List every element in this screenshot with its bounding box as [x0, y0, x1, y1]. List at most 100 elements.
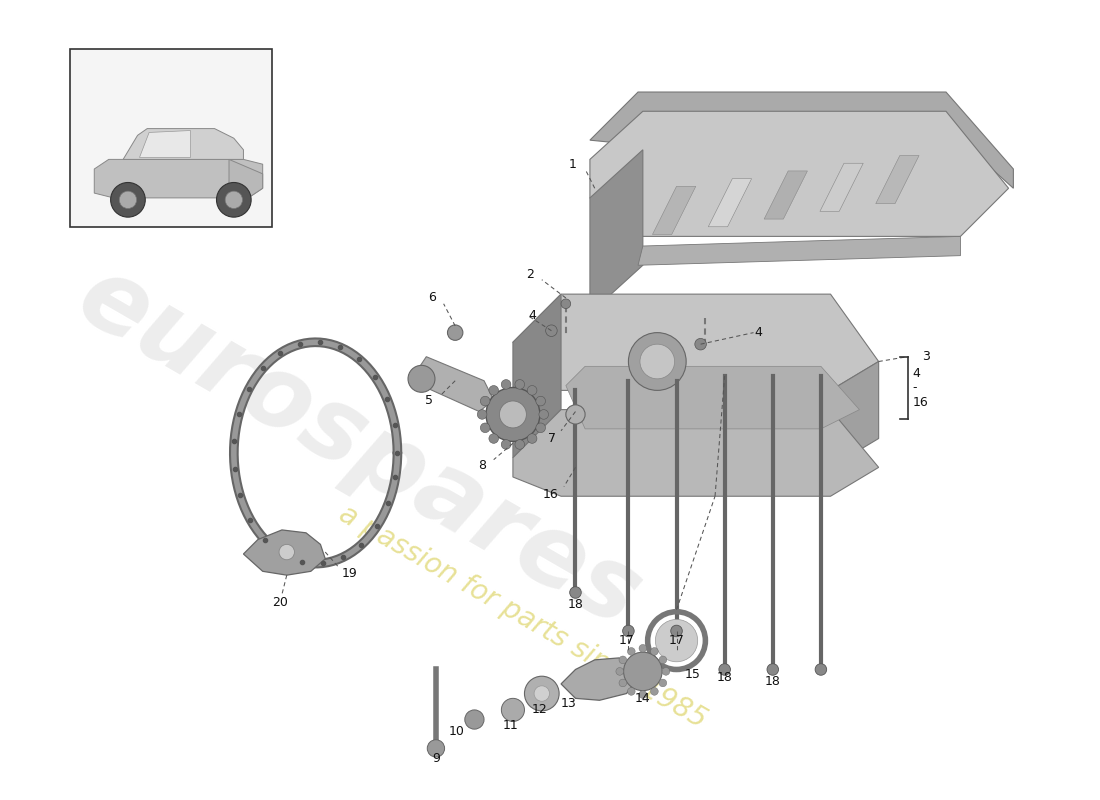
Circle shape — [502, 698, 525, 722]
Circle shape — [619, 656, 627, 664]
Text: -: - — [912, 382, 916, 394]
Polygon shape — [513, 294, 561, 458]
Circle shape — [502, 379, 510, 390]
Polygon shape — [417, 357, 494, 411]
Circle shape — [659, 656, 667, 664]
Circle shape — [650, 687, 658, 695]
Circle shape — [119, 191, 136, 209]
Circle shape — [477, 410, 487, 419]
Text: eurospares: eurospares — [60, 248, 657, 648]
Circle shape — [448, 325, 463, 340]
Polygon shape — [590, 111, 1009, 236]
Polygon shape — [123, 129, 243, 159]
Text: 4: 4 — [755, 326, 762, 339]
Polygon shape — [565, 366, 859, 429]
Circle shape — [527, 434, 537, 443]
Polygon shape — [95, 159, 263, 198]
Polygon shape — [590, 92, 1013, 188]
Text: 4: 4 — [912, 367, 921, 380]
Circle shape — [481, 423, 490, 433]
Text: 14: 14 — [635, 692, 651, 705]
Text: 20: 20 — [272, 596, 288, 609]
Circle shape — [628, 333, 686, 390]
Text: 5: 5 — [425, 394, 433, 406]
Polygon shape — [243, 530, 326, 575]
Circle shape — [695, 338, 706, 350]
Polygon shape — [764, 171, 807, 219]
Circle shape — [408, 366, 435, 392]
Text: 12: 12 — [532, 703, 548, 717]
Circle shape — [639, 690, 647, 698]
Polygon shape — [140, 130, 190, 158]
Text: 19: 19 — [341, 566, 358, 580]
Polygon shape — [708, 178, 751, 226]
Text: 4: 4 — [528, 309, 536, 322]
Text: 15: 15 — [684, 668, 700, 681]
Circle shape — [486, 387, 540, 442]
Text: 8: 8 — [478, 459, 486, 472]
Polygon shape — [590, 150, 642, 314]
Circle shape — [623, 626, 635, 637]
Circle shape — [671, 626, 682, 637]
Text: 3: 3 — [922, 350, 930, 363]
Polygon shape — [638, 236, 960, 266]
Circle shape — [656, 619, 697, 662]
Text: 2: 2 — [526, 268, 535, 282]
Text: 17: 17 — [669, 634, 684, 647]
Text: 11: 11 — [503, 718, 519, 732]
Circle shape — [539, 410, 549, 419]
Circle shape — [619, 679, 627, 687]
Circle shape — [624, 652, 662, 690]
Circle shape — [111, 182, 145, 217]
Circle shape — [527, 386, 537, 395]
Text: a passion for parts since 1985: a passion for parts since 1985 — [333, 499, 712, 734]
Polygon shape — [513, 410, 879, 496]
Polygon shape — [652, 186, 696, 234]
Text: 18: 18 — [717, 670, 733, 684]
Bar — [70, 49, 273, 226]
Circle shape — [502, 440, 510, 450]
Circle shape — [515, 379, 525, 390]
Circle shape — [525, 676, 559, 711]
Polygon shape — [876, 155, 920, 204]
Polygon shape — [513, 294, 879, 390]
Circle shape — [535, 686, 550, 702]
Circle shape — [565, 405, 585, 424]
Text: 10: 10 — [449, 725, 465, 738]
Polygon shape — [229, 159, 263, 198]
Circle shape — [815, 664, 827, 675]
Circle shape — [536, 396, 546, 406]
Text: 18: 18 — [764, 674, 781, 687]
Circle shape — [627, 647, 635, 655]
Circle shape — [427, 740, 444, 757]
Circle shape — [481, 396, 490, 406]
Polygon shape — [820, 163, 864, 211]
Polygon shape — [561, 658, 638, 700]
Circle shape — [515, 440, 525, 450]
Circle shape — [640, 344, 674, 379]
Circle shape — [659, 679, 667, 687]
Circle shape — [226, 191, 242, 209]
Circle shape — [561, 299, 571, 309]
Circle shape — [488, 434, 498, 443]
Circle shape — [616, 667, 624, 675]
Circle shape — [536, 423, 546, 433]
Circle shape — [217, 182, 251, 217]
Text: 7: 7 — [548, 432, 557, 445]
Text: 16: 16 — [912, 396, 928, 409]
Circle shape — [627, 687, 635, 695]
Text: 16: 16 — [542, 488, 558, 501]
Text: 1: 1 — [569, 158, 576, 170]
Circle shape — [650, 647, 658, 655]
Polygon shape — [830, 362, 879, 467]
Circle shape — [719, 664, 730, 675]
Circle shape — [488, 386, 498, 395]
Text: 17: 17 — [618, 634, 635, 647]
Circle shape — [570, 586, 581, 598]
Text: 6: 6 — [428, 291, 436, 305]
Text: 18: 18 — [568, 598, 583, 610]
Circle shape — [279, 544, 295, 560]
Text: 9: 9 — [432, 751, 440, 765]
Circle shape — [639, 645, 647, 652]
Circle shape — [465, 710, 484, 729]
